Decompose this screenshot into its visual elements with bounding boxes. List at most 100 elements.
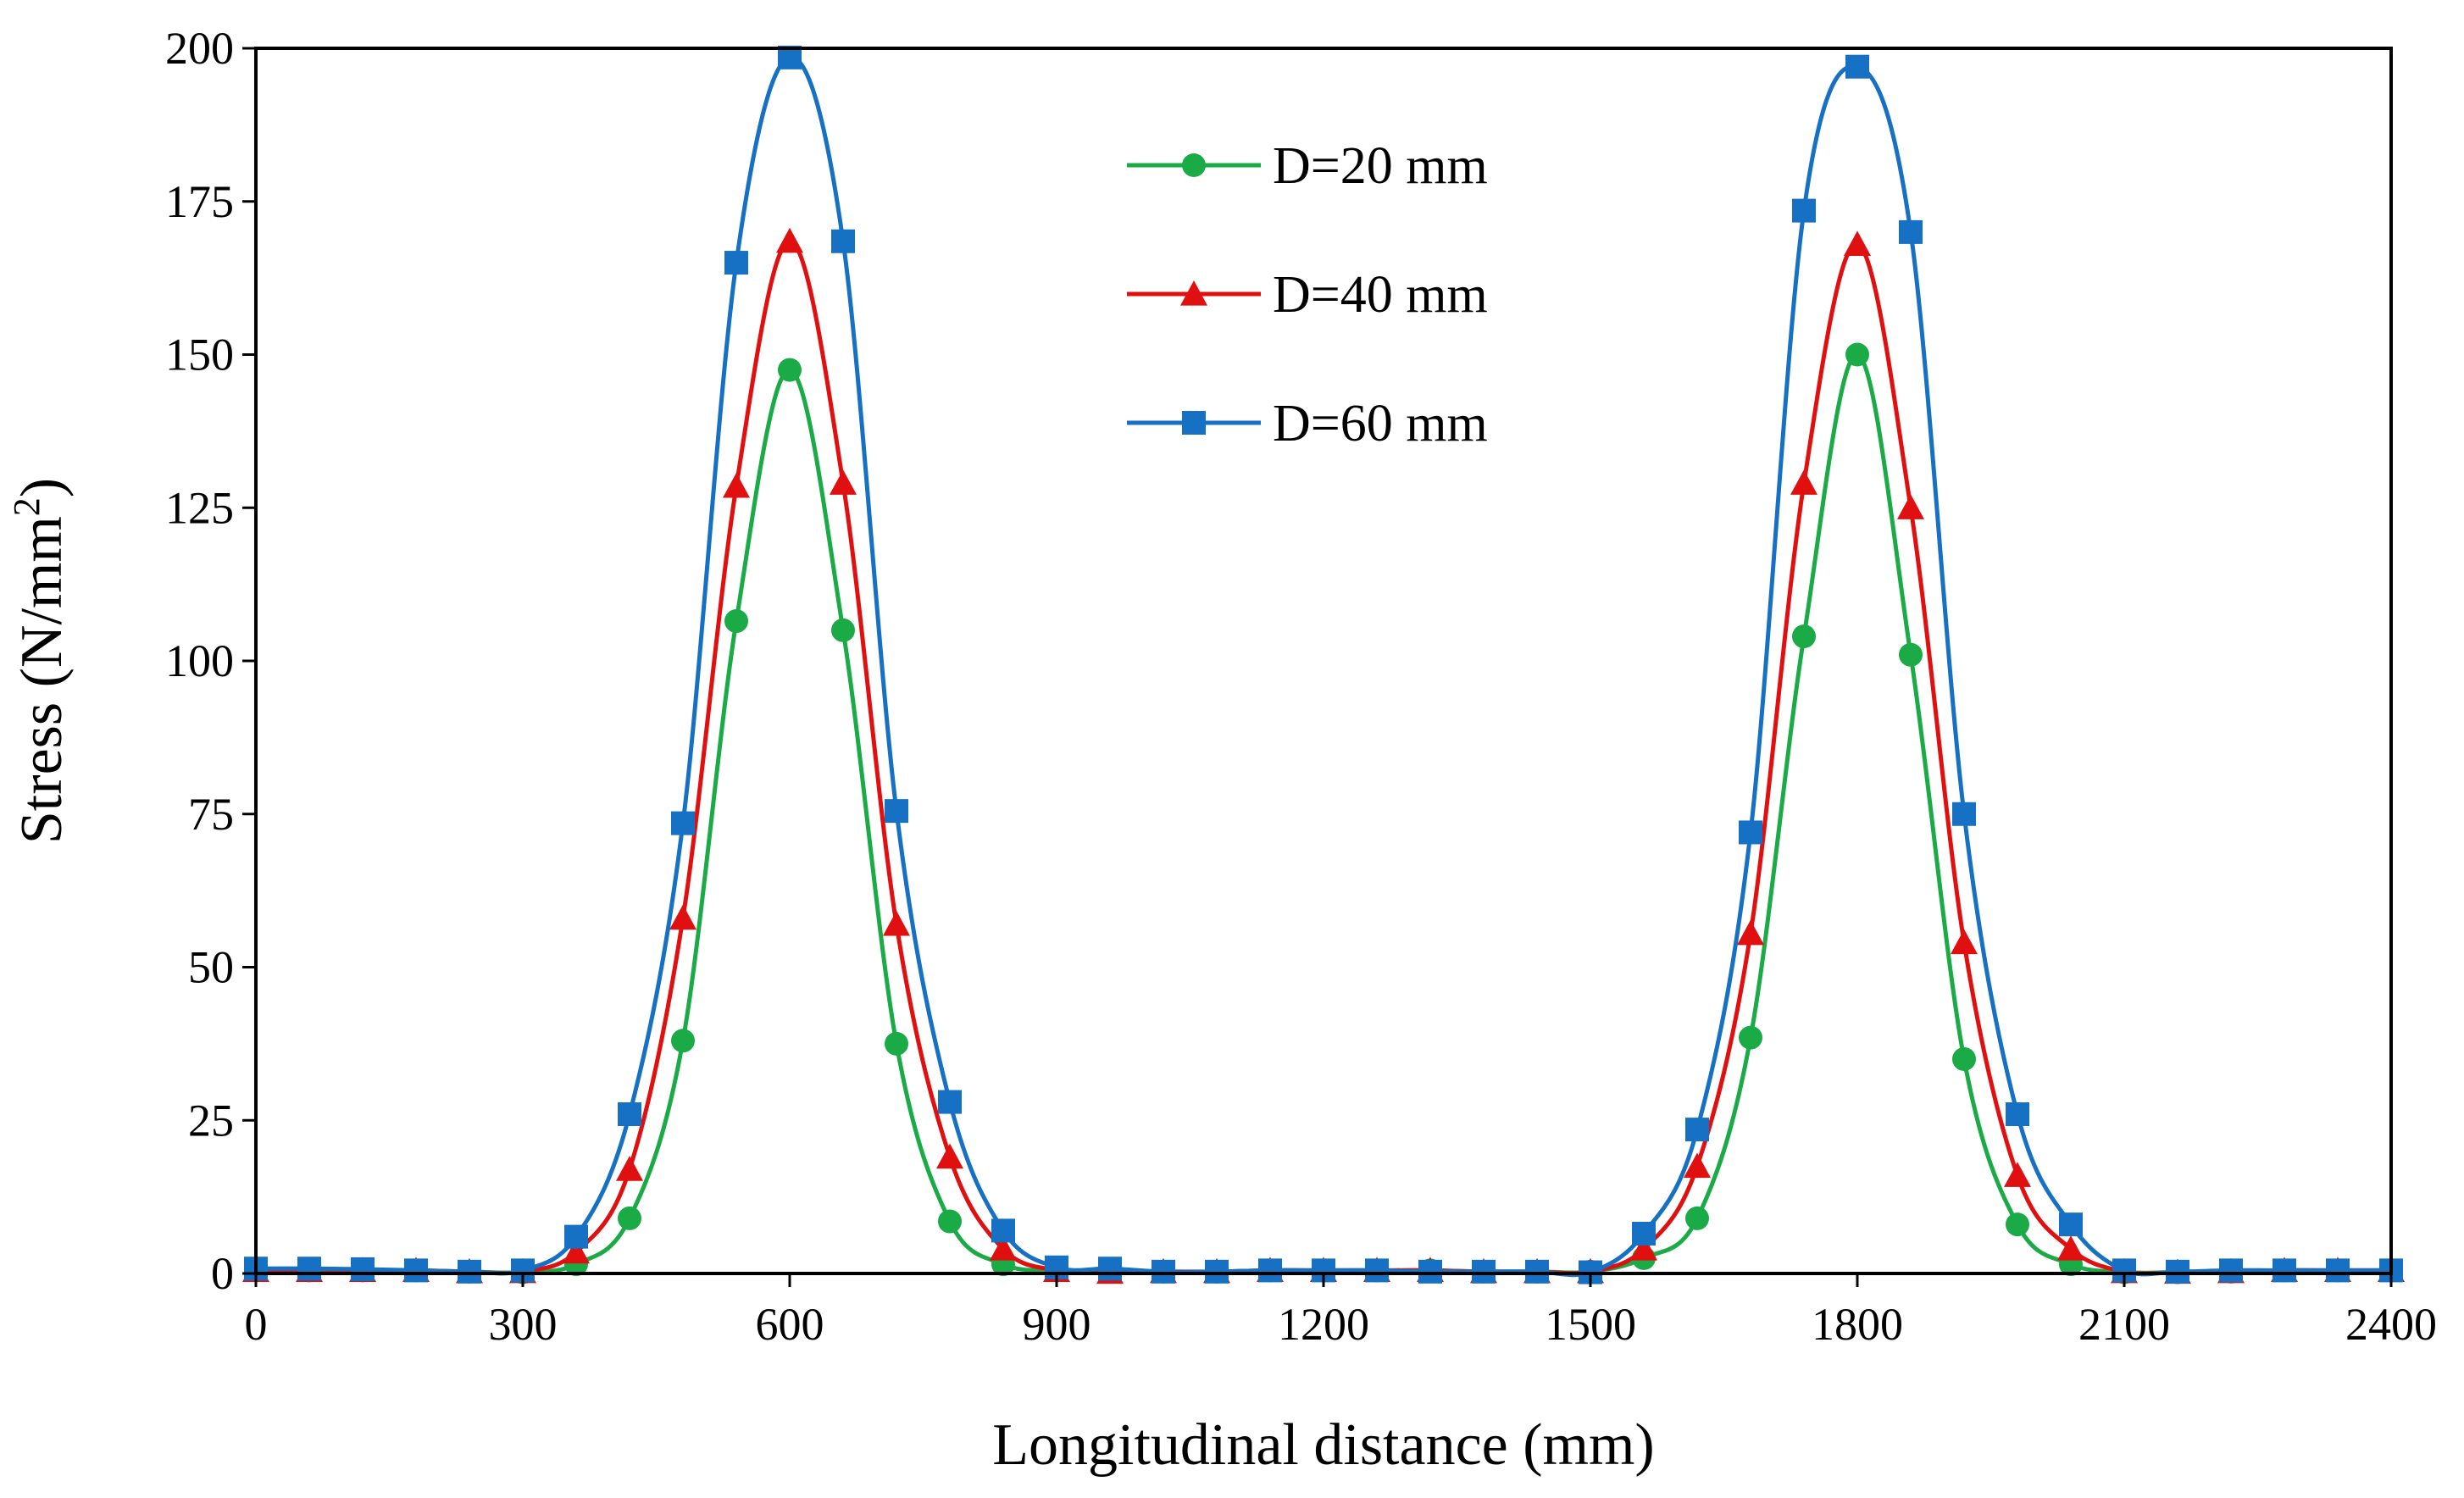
series-triangle — [242, 227, 2405, 1284]
data-point — [616, 1156, 643, 1181]
y-tick-label: 200 — [165, 23, 234, 74]
data-point — [1899, 642, 1923, 667]
data-point — [936, 1143, 963, 1169]
data-point — [297, 1257, 321, 1281]
series-square — [244, 45, 2403, 1284]
data-point — [1152, 1259, 1175, 1284]
legend: D=20 mm D=40 mm D=60 mm — [1127, 137, 1488, 452]
data-point — [1684, 1152, 1711, 1179]
data-point — [1897, 494, 1924, 519]
data-point — [1205, 1259, 1229, 1284]
data-point — [1792, 624, 1816, 649]
legend-item: D=20 mm — [1127, 137, 1488, 195]
data-point — [1685, 1206, 1709, 1230]
data-point — [563, 1238, 590, 1264]
data-point — [1952, 1046, 1976, 1071]
series-line — [255, 55, 2391, 1278]
x-tick-label: 2100 — [2078, 1299, 2170, 1350]
legend-marker — [1182, 153, 1206, 177]
x-axis-title: Longitudinal distance (mm) — [992, 1412, 1654, 1478]
series-circle — [244, 342, 2403, 1284]
data-point — [2004, 1162, 2031, 1187]
y-axis-title-close: ) — [9, 478, 75, 497]
y-tick-label: 125 — [165, 482, 234, 533]
data-point — [1739, 1025, 1762, 1050]
data-point — [885, 799, 908, 824]
legend-marker — [1182, 411, 1206, 435]
data-point — [1098, 1257, 1122, 1281]
data-point — [1899, 219, 1923, 244]
data-point — [351, 1257, 375, 1281]
y-tick-label: 75 — [188, 789, 234, 840]
y-axis-title-superscript: 2 — [6, 497, 47, 516]
plot-frame — [254, 47, 2393, 1275]
series-group — [242, 45, 2405, 1284]
data-point — [2219, 1258, 2243, 1283]
data-point — [564, 1224, 588, 1249]
legend-label: D=20 mm — [1273, 137, 1488, 195]
data-point — [669, 904, 696, 930]
data-point — [2273, 1258, 2296, 1283]
x-tick-label: 1500 — [1545, 1299, 1636, 1350]
x-tick-label: 600 — [756, 1299, 824, 1350]
data-point — [1792, 198, 1816, 223]
data-point — [778, 358, 802, 382]
data-point — [1472, 1259, 1496, 1284]
data-point — [1845, 54, 1869, 79]
data-point — [830, 469, 857, 495]
x-tick-label: 1200 — [1278, 1299, 1369, 1350]
data-point — [1258, 1258, 1282, 1283]
legend-item: D=40 mm — [1127, 266, 1488, 324]
y-tick-label: 100 — [165, 635, 234, 686]
legend-label: D=60 mm — [1273, 395, 1488, 452]
data-point — [938, 1209, 962, 1234]
data-point — [776, 227, 803, 253]
data-point — [2059, 1212, 2083, 1237]
data-point — [404, 1258, 428, 1283]
data-point — [883, 910, 910, 936]
x-tick-label: 300 — [489, 1299, 558, 1350]
data-point — [1685, 1118, 1709, 1142]
data-point — [723, 472, 750, 498]
y-axis-title: Stress (N/mm2) — [6, 478, 75, 844]
data-point — [618, 1206, 641, 1230]
data-point — [724, 251, 748, 275]
legend-marker — [1180, 280, 1207, 306]
data-point — [1845, 342, 1869, 367]
y-tick-label: 175 — [165, 176, 234, 227]
data-point — [991, 1218, 1015, 1243]
series-line — [256, 352, 2391, 1275]
data-point — [1951, 929, 1978, 955]
data-point — [2057, 1235, 2084, 1261]
x-tick-label: 1800 — [1812, 1299, 1903, 1350]
data-point — [1525, 1259, 1549, 1284]
data-point — [724, 609, 748, 634]
data-point — [2006, 1212, 2029, 1237]
legend-item: D=60 mm — [1127, 395, 1488, 452]
data-point — [1952, 802, 1976, 826]
data-point — [831, 229, 855, 253]
data-point — [2006, 1102, 2029, 1127]
y-axis-title-main: Stress (N/mm — [9, 516, 75, 844]
legend-label: D=40 mm — [1273, 266, 1488, 324]
data-point — [1630, 1235, 1657, 1261]
y-tick-label: 0 — [211, 1248, 234, 1299]
data-point — [1418, 1259, 1442, 1284]
data-point — [458, 1259, 481, 1284]
x-tick-label: 0 — [245, 1299, 268, 1350]
data-point — [938, 1090, 962, 1114]
data-point — [2326, 1258, 2350, 1283]
data-point — [671, 811, 695, 835]
data-point — [1737, 919, 1764, 946]
data-point — [2166, 1259, 2189, 1284]
data-point — [1632, 1222, 1656, 1246]
y-tick-label: 150 — [165, 330, 234, 380]
y-tick-label: 50 — [188, 942, 234, 993]
data-point — [1739, 820, 1762, 845]
data-point — [990, 1235, 1017, 1261]
data-point — [671, 1029, 695, 1053]
data-point — [831, 618, 855, 642]
data-point — [885, 1031, 908, 1056]
x-tick-label: 900 — [1023, 1299, 1091, 1350]
